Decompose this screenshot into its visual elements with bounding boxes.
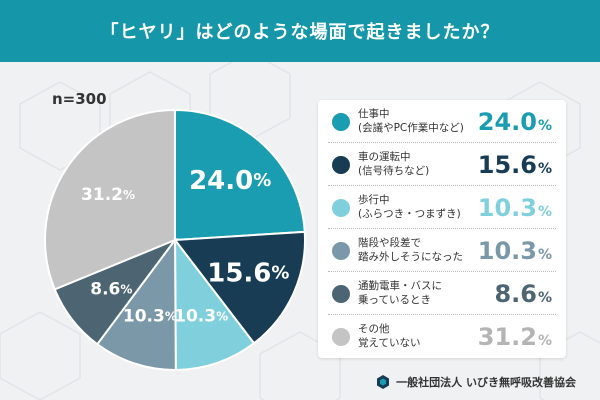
pie-slice-3: [173, 237, 256, 372]
legend-divider: [328, 271, 556, 272]
pie-slice-6: [44, 108, 176, 291]
legend-item-5: 通勤電車・バスに 乗っているとき 8.6%: [318, 272, 566, 315]
legend-label-1: 仕事中 (会議やPC作業中など): [358, 108, 464, 134]
legend-swatch-2: [332, 156, 350, 174]
legend-item-1: 仕事中 (会議やPC作業中など) 24.0%: [318, 100, 566, 143]
legend-value-1: 24.0%: [477, 108, 552, 136]
pie-slice-label-5: 8.6%: [90, 279, 132, 299]
pie-slice-4: [95, 237, 177, 371]
legend-item-2: 車の運転中 (信号待ちなど) 15.6%: [318, 143, 566, 186]
legend-swatch-5: [332, 285, 350, 303]
pie-slice-2: [173, 230, 306, 345]
legend-swatch-6: [332, 328, 350, 346]
legend-divider: [328, 228, 556, 229]
legend-label-5: 通勤電車・バスに 乗っているとき: [358, 280, 442, 306]
organization-name: 一般社団法人 いびき無呼吸改善協会: [396, 376, 576, 389]
legend-item-3: 歩行中 (ふらつき・つまずき) 10.3%: [318, 186, 566, 229]
page-title: 「ヒヤリ」はどのような場面で起きましたか？: [0, 0, 600, 62]
legend-value-4: 10.3%: [477, 237, 552, 265]
legend-swatch-1: [332, 113, 350, 131]
legend-label-3: 歩行中 (ふらつき・つまずき): [358, 194, 461, 220]
legend-divider: [328, 314, 556, 315]
pie-slice-label-3: 10.3%: [174, 306, 228, 326]
legend-label-4: 階段や段差で 踏み外しそうになった: [358, 237, 463, 263]
legend-value-3: 10.3%: [477, 194, 552, 222]
pie-slice-label-1: 24.0%: [189, 166, 271, 196]
legend-value-2: 15.6%: [477, 151, 552, 179]
legend-label-6: その他 覚えていない: [358, 323, 421, 349]
legend-divider: [328, 142, 556, 143]
footer-credit: 一般社団法人 いびき無呼吸改善協会: [375, 374, 576, 390]
legend-swatch-3: [332, 199, 350, 217]
hexagon-logo-icon: [377, 375, 390, 389]
pie-slice-1: [174, 108, 306, 242]
pie-slice-label-4: 10.3%: [123, 307, 177, 327]
legend-divider: [328, 185, 556, 186]
pie-slice-label-6: 31.2%: [81, 185, 135, 205]
legend-item-6: その他 覚えていない 31.2%: [318, 315, 566, 358]
pie-slice-label-2: 15.6%: [207, 258, 289, 288]
legend-panel: 仕事中 (会議やPC作業中など) 24.0% 車の運転中 (信号待ちなど) 15.6%…: [318, 100, 566, 358]
legend-label-2: 車の運転中 (信号待ちなど): [358, 151, 430, 177]
legend-item-4: 階段や段差で 踏み外しそうになった 10.3%: [318, 229, 566, 272]
legend-swatch-4: [332, 242, 350, 260]
legend-value-6: 31.2%: [477, 323, 552, 351]
pie-chart: 24.0% 15.6% 10.3%10.3% 8.6% 31.2%: [44, 108, 306, 372]
sample-size-label: n=300: [52, 90, 107, 108]
legend-value-5: 8.6%: [494, 280, 552, 308]
